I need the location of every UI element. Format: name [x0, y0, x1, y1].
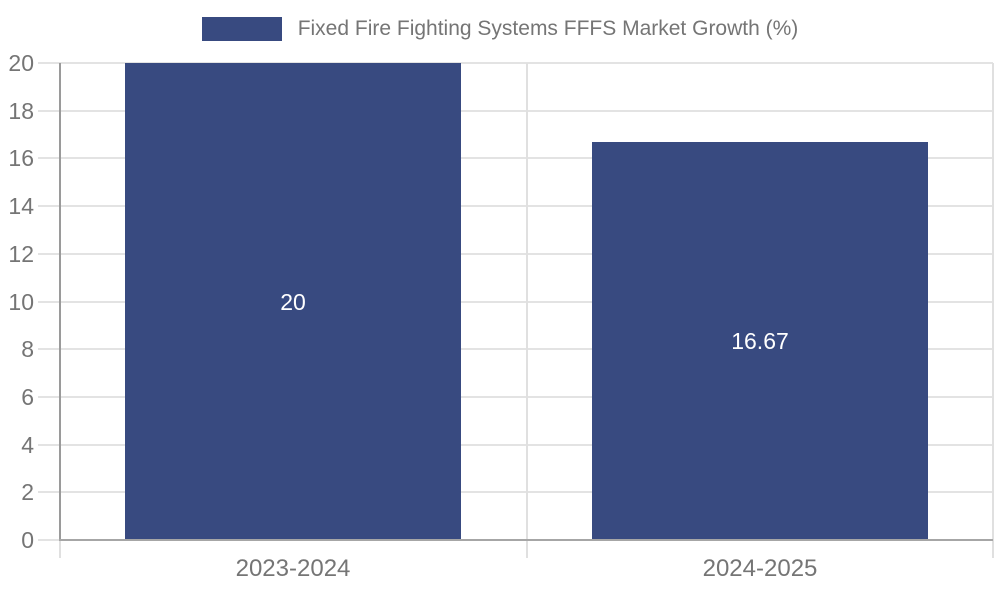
y-axis-tick-label: 0: [21, 527, 34, 553]
bar-value-label: 16.67: [731, 328, 789, 354]
y-axis-tick-label: 18: [8, 98, 34, 124]
y-axis-tick: [38, 444, 60, 446]
y-axis-tick-label: 10: [8, 289, 34, 315]
y-axis-tick-label: 6: [21, 384, 34, 410]
y-axis-tick: [38, 62, 60, 64]
y-axis-tick: [38, 491, 60, 493]
y-axis-tick: [38, 396, 60, 398]
x-axis-tick-label: 2023-2024: [235, 555, 351, 582]
y-axis-tick: [38, 205, 60, 207]
category-boundary-line: [526, 63, 528, 558]
y-axis-line: [59, 63, 61, 540]
y-axis-tick: [38, 157, 60, 159]
y-axis-tick: [38, 110, 60, 112]
bar-value-label: 20: [280, 289, 306, 315]
y-axis-tick-label: 8: [21, 336, 34, 362]
bar[interactable]: [592, 142, 928, 540]
y-axis-tick-label: 16: [8, 145, 34, 171]
x-axis-tick: [59, 541, 61, 558]
x-axis-line: [59, 539, 993, 541]
y-axis-tick-label: 2: [21, 479, 34, 505]
y-axis-tick: [38, 301, 60, 303]
y-axis-tick: [38, 253, 60, 255]
y-axis-tick: [38, 539, 60, 541]
category-boundary-line: [992, 63, 994, 558]
y-axis-tick-label: 4: [21, 432, 34, 458]
y-axis-tick-label: 20: [8, 50, 34, 76]
x-axis-tick-label: 2024-2025: [702, 555, 818, 582]
legend[interactable]: Fixed Fire Fighting Systems FFFS Market …: [0, 17, 1000, 41]
legend-swatch: [201, 17, 282, 41]
bar[interactable]: [125, 63, 461, 540]
y-axis-tick-label: 12: [8, 241, 34, 267]
y-axis-tick-label: 14: [8, 193, 34, 219]
y-axis-tick: [38, 348, 60, 350]
legend-label: Fixed Fire Fighting Systems FFFS Market …: [297, 17, 799, 40]
